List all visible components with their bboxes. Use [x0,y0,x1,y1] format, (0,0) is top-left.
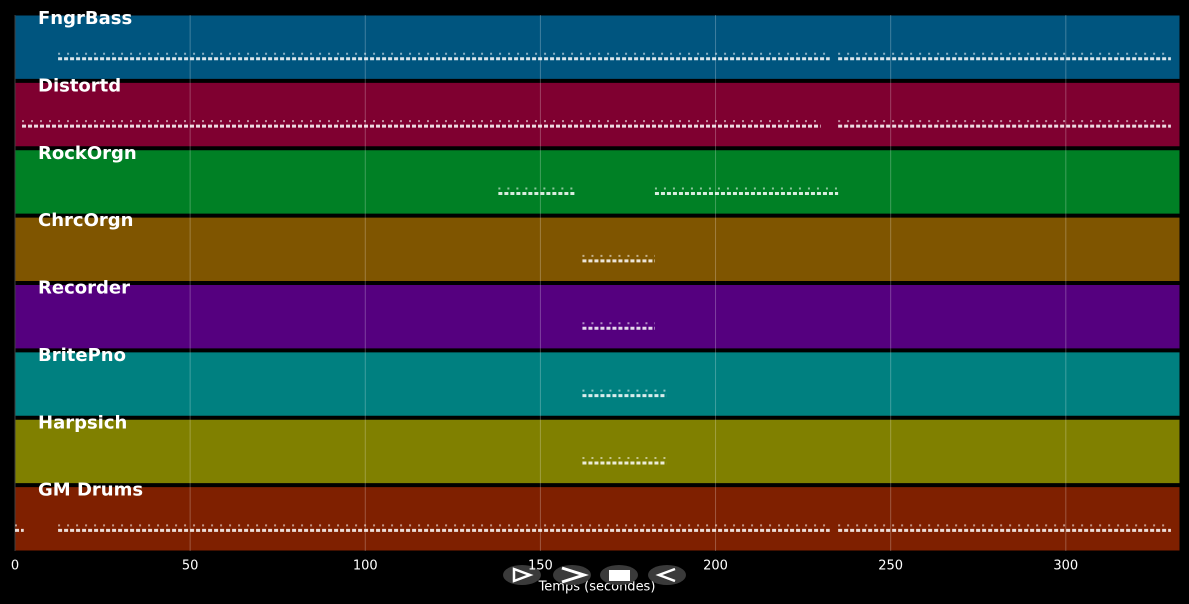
x-tick-label: 300 [1053,559,1078,574]
note-segment [838,52,1171,61]
note-segment [15,524,24,532]
note-segment [582,457,667,465]
x-axis-label: Temps (secondes) [538,580,656,595]
track-band [14,486,1181,552]
notes [15,52,1171,532]
track-band [14,149,1181,215]
grid [14,15,1067,551]
note-segment [582,389,667,398]
note-segment [838,524,1171,532]
track-name: RockOrgn [38,143,137,164]
stop-button[interactable] [600,565,638,585]
track-band [14,418,1181,485]
x-tick-label: 100 [353,559,378,574]
note-segment [498,187,576,196]
track-band [14,351,1181,417]
x-tick-label: 50 [182,559,199,574]
track-band [14,81,1181,148]
track-band [14,14,1181,80]
track-name: ChrcOrgn [38,210,133,231]
track-name: GM Drums [38,480,143,501]
tracks [14,14,1181,552]
track-name: FngrBass [38,8,132,29]
x-tick-label: 0 [11,559,19,574]
track-name: BritePno [38,345,126,366]
note-segment [58,52,830,61]
note-segment [582,254,655,263]
playback-controls [503,565,686,585]
note-segment [654,187,839,196]
fast-forward-button[interactable] [553,565,591,585]
x-tick-label: 250 [878,559,903,574]
track-name: Recorder [38,278,130,299]
track-labels: FngrBass Distortd RockOrgn ChrcOrgn Recorder… [38,8,143,501]
track-band [14,284,1181,350]
x-tick-label: 200 [703,559,728,574]
note-segment [22,120,821,128]
rewind-button[interactable] [648,565,686,585]
note-segment [582,322,655,330]
note-segment [838,120,1171,128]
track-name: Harpsich [38,412,127,433]
play-button[interactable] [503,565,541,585]
track-name: Distortd [38,75,121,96]
x-tick-label: 150 [528,559,553,574]
track-band [14,216,1181,282]
note-segment [58,524,830,532]
